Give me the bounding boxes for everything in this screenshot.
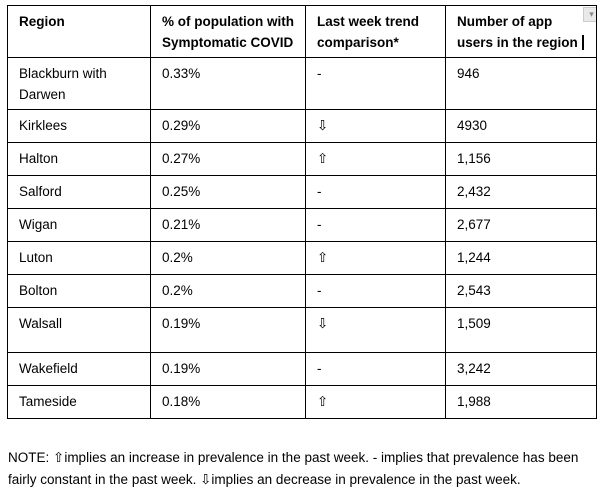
percent-cell: 0.18% (150, 385, 306, 419)
trend-cell: ⇧ (305, 142, 446, 176)
region-cell: Salford (7, 175, 151, 209)
region-cell: Walsall (7, 307, 151, 353)
trend-cell: ⇩ (305, 307, 446, 353)
users-cell: 4930 (445, 109, 597, 143)
column-header-trend-comparison: Last week trend comparison* (305, 5, 446, 58)
users-cell: 1,988 (445, 385, 597, 419)
users-cell: 946 (445, 57, 597, 110)
column-header-label: Last week trend comparison* (317, 14, 420, 50)
percent-cell: 0.21% (150, 208, 306, 242)
region-cell: Blackburn with Darwen (7, 57, 151, 110)
column-header-label: Region (19, 14, 65, 29)
table-row: Walsall 0.19% ⇩ 1,509 (7, 307, 597, 353)
trend-cell: - (305, 208, 446, 242)
region-cell: Tameside (7, 385, 151, 419)
trend-cell: - (305, 175, 446, 209)
users-cell: 3,242 (445, 352, 597, 386)
region-cell: Kirklees (7, 109, 151, 143)
table-row: Salford 0.25% - 2,432 (7, 175, 597, 209)
users-cell: 2,543 (445, 274, 597, 308)
users-cell: 2,677 (445, 208, 597, 242)
users-cell: 1,244 (445, 241, 597, 275)
column-header-percent-symptomatic: % of population with Symptomatic COVID (150, 5, 306, 58)
percent-cell: 0.33% (150, 57, 306, 110)
trend-cell: ⇩ (305, 109, 446, 143)
percent-cell: 0.27% (150, 142, 306, 176)
table-row: Kirklees 0.29% ⇩ 4930 (7, 109, 597, 143)
users-cell: 2,432 (445, 175, 597, 209)
region-cell: Wakefield (7, 352, 151, 386)
table-row: Wigan 0.21% - 2,677 (7, 208, 597, 242)
table-row: Blackburn with Darwen 0.33% - 946 (7, 57, 597, 110)
table-header-row: Region % of population with Symptomatic … (7, 5, 597, 58)
percent-cell: 0.29% (150, 109, 306, 143)
users-cell: 1,156 (445, 142, 597, 176)
users-cell: 1,509 (445, 307, 597, 353)
trend-cell: - (305, 274, 446, 308)
region-covid-table: Region % of population with Symptomatic … (7, 5, 597, 419)
percent-cell: 0.25% (150, 175, 306, 209)
trend-cell: - (305, 352, 446, 386)
column-header-region: Region (7, 5, 151, 58)
region-cell: Luton (7, 241, 151, 275)
region-cell: Halton (7, 142, 151, 176)
table-row: Halton 0.27% ⇧ 1,156 (7, 142, 597, 176)
column-header-label: % of population with Symptomatic COVID (162, 14, 294, 50)
region-cell: Bolton (7, 274, 151, 308)
table-row: Tameside 0.18% ⇧ 1,988 (7, 385, 597, 419)
footnote-text: NOTE: ⇧implies an increase in prevalence… (8, 450, 579, 487)
percent-cell: 0.2% (150, 241, 306, 275)
table-row: Wakefield 0.19% - 3,242 (7, 352, 597, 386)
table-row: Luton 0.2% ⇧ 1,244 (7, 241, 597, 275)
trend-cell: ⇧ (305, 241, 446, 275)
text-cursor (581, 35, 584, 50)
column-header-app-users: Number of app users in the region ▾ (445, 5, 597, 58)
trend-cell: ⇧ (305, 385, 446, 419)
column-header-label: Number of app users in the region (457, 14, 578, 50)
percent-cell: 0.19% (150, 352, 306, 386)
table-row: Bolton 0.2% - 2,543 (7, 274, 597, 308)
percent-cell: 0.19% (150, 307, 306, 353)
trend-cell: - (305, 57, 446, 110)
percent-cell: 0.2% (150, 274, 306, 308)
chevron-down-icon[interactable]: ▾ (583, 7, 596, 22)
region-cell: Wigan (7, 208, 151, 242)
